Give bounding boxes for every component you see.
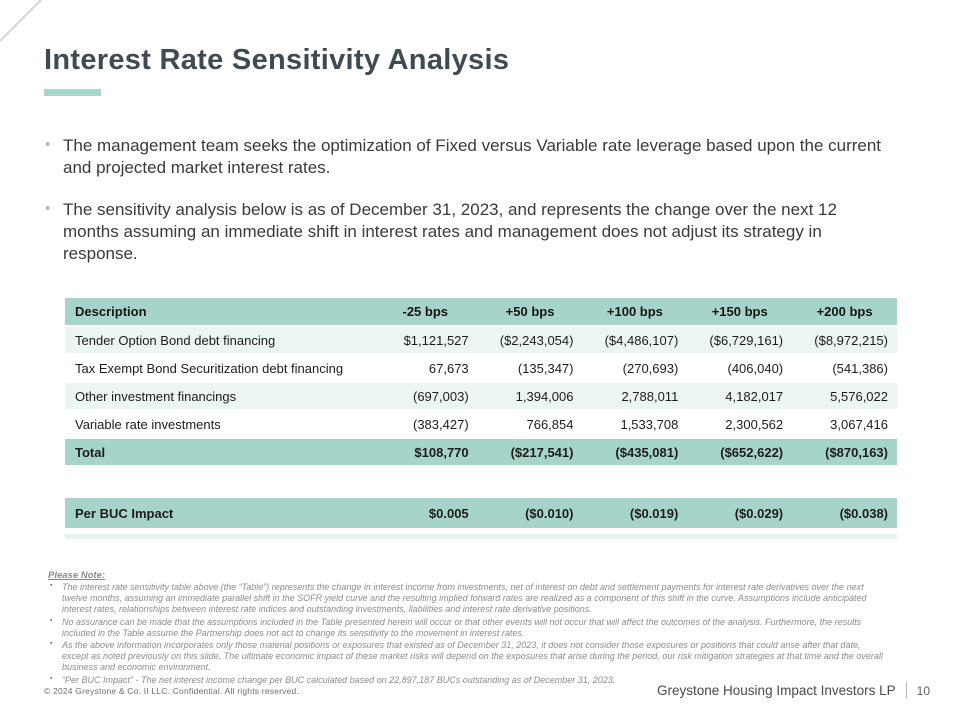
- cell-value: $1,121,527: [372, 326, 478, 355]
- slide-footer: © 2024 Greystone & Co. II LLC. Confident…: [44, 682, 930, 699]
- cell-value: (541,386): [792, 354, 897, 383]
- notes-list: The interest rate sensitivity table abov…: [48, 582, 884, 685]
- row-label: Tender Option Bond debt financing: [65, 326, 373, 355]
- column-header-minus-25bps: -25 bps: [372, 298, 478, 327]
- table-row: Variable rate investments (383,427) 766,…: [65, 410, 897, 439]
- intro-bullet-list: The management team seeks the optimizati…: [44, 135, 896, 285]
- cell-value: (270,693): [582, 354, 688, 383]
- note-item: “Per BUC Impact” - The net interest inco…: [48, 675, 884, 686]
- per-buc-impact-table: Per BUC Impact $0.005 ($0.010) ($0.019) …: [65, 498, 897, 530]
- column-header-plus-50bps: +50 bps: [477, 298, 583, 327]
- corner-accent-line: [0, 0, 45, 42]
- per-buc-value: ($0.019): [582, 498, 688, 530]
- cell-value: 1,533,708: [582, 410, 688, 439]
- bullet-item: The sensitivity analysis below is as of …: [44, 199, 896, 265]
- note-item: No assurance can be made that the assump…: [48, 617, 884, 639]
- table-header-row: Description -25 bps +50 bps +100 bps +15…: [65, 298, 897, 327]
- per-buc-value: ($0.029): [687, 498, 793, 530]
- cell-value: 2,788,011: [582, 382, 688, 411]
- title-accent-bar: [44, 89, 101, 96]
- per-buc-label: Per BUC Impact: [65, 498, 373, 530]
- table-row: Other investment financings (697,003) 1,…: [65, 382, 897, 411]
- sensitivity-table: Description -25 bps +50 bps +100 bps +15…: [65, 298, 897, 467]
- column-header-plus-150bps: +150 bps: [687, 298, 793, 327]
- cell-value: (383,427): [372, 410, 478, 439]
- footnotes-section: Please Note: The interest rate sensitivi…: [48, 570, 884, 688]
- footer-company-block: Greystone Housing Impact Investors LP 10: [657, 682, 930, 699]
- cell-value: 1,394,006: [477, 382, 583, 411]
- table-total-row: Total $108,770 ($217,541) ($435,081) ($6…: [65, 438, 897, 467]
- per-buc-value: ($0.038): [792, 498, 897, 530]
- cell-value: (697,003): [372, 382, 478, 411]
- cell-value: ($2,243,054): [477, 326, 583, 355]
- row-label: Variable rate investments: [65, 410, 373, 439]
- total-value: ($217,541): [477, 438, 583, 467]
- page-number: 10: [916, 683, 930, 698]
- table-row: Tax Exempt Bond Securitization debt fina…: [65, 354, 897, 383]
- cell-value: ($8,972,215): [792, 326, 897, 355]
- bullet-item: The management team seeks the optimizati…: [44, 135, 896, 179]
- cell-value: 2,300,562: [687, 410, 793, 439]
- total-label: Total: [65, 438, 373, 467]
- column-header-plus-200bps: +200 bps: [792, 298, 897, 327]
- row-label: Other investment financings: [65, 382, 373, 411]
- row-label: Tax Exempt Bond Securitization debt fina…: [65, 354, 373, 383]
- cell-value: ($4,486,107): [582, 326, 688, 355]
- note-item: As the above information incorporates on…: [48, 640, 884, 672]
- note-item: The interest rate sensitivity table abov…: [48, 582, 884, 614]
- cell-value: ($6,729,161): [687, 326, 793, 355]
- cell-value: (135,347): [477, 354, 583, 383]
- total-value: ($870,163): [792, 438, 897, 467]
- cell-value: 3,067,416: [792, 410, 897, 439]
- cell-value: (406,040): [687, 354, 793, 383]
- page-number-divider: [905, 682, 907, 699]
- per-buc-shadow-strip: [65, 534, 897, 539]
- cell-value: 4,182,017: [687, 382, 793, 411]
- per-buc-value: ($0.010): [477, 498, 583, 530]
- table-row: Tender Option Bond debt financing $1,121…: [65, 326, 897, 355]
- total-value: ($435,081): [582, 438, 688, 467]
- per-buc-value: $0.005: [372, 498, 478, 530]
- cell-value: 5,576,022: [792, 382, 897, 411]
- cell-value: 766,854: [477, 410, 583, 439]
- cell-value: 67,673: [372, 354, 478, 383]
- column-header-description: Description: [65, 298, 373, 327]
- per-buc-impact-row: Per BUC Impact $0.005 ($0.010) ($0.019) …: [65, 498, 897, 530]
- page-title: Interest Rate Sensitivity Analysis: [44, 44, 510, 76]
- copyright-text: © 2024 Greystone & Co. II LLC. Confident…: [44, 685, 300, 696]
- total-value: ($652,622): [687, 438, 793, 467]
- notes-heading: Please Note:: [48, 570, 106, 581]
- column-header-plus-100bps: +100 bps: [582, 298, 688, 327]
- company-name: Greystone Housing Impact Investors LP: [657, 683, 896, 698]
- total-value: $108,770: [372, 438, 478, 467]
